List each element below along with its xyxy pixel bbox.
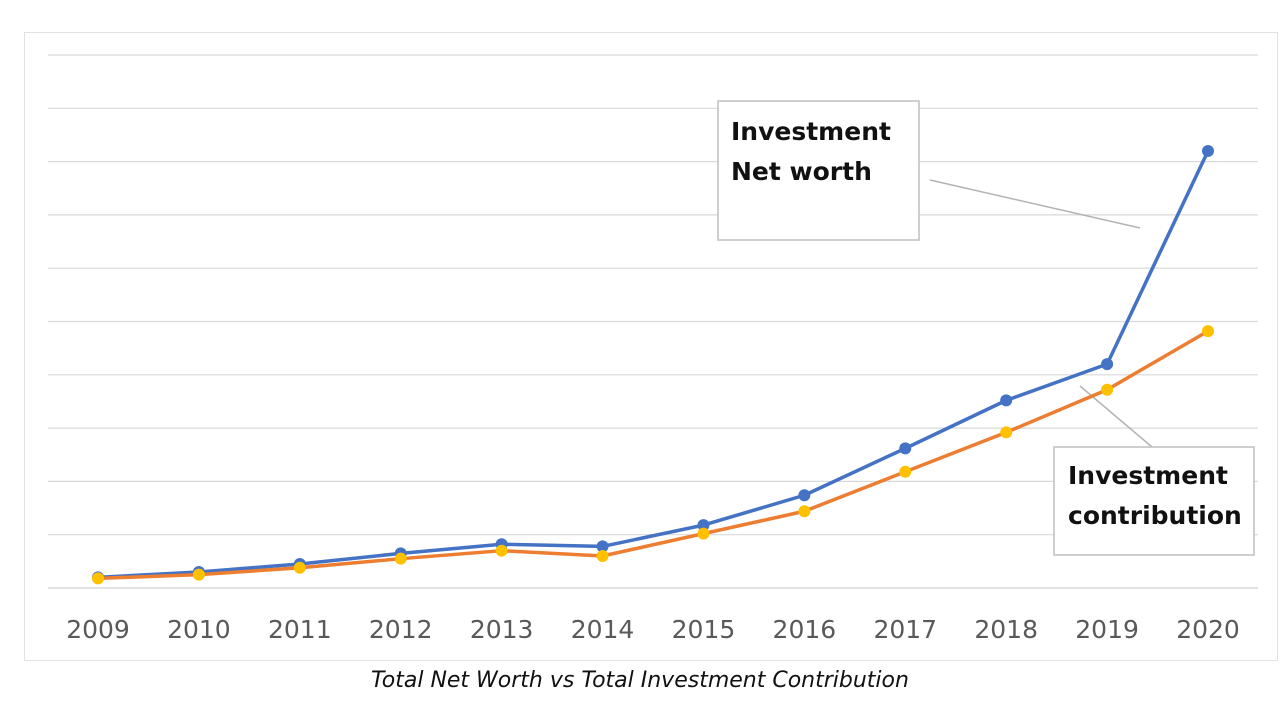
x-tick-label-2011: 2011: [268, 615, 332, 644]
series-line-contribution: [96, 329, 1210, 581]
callout-net-worth-line-1: Investment: [731, 117, 891, 146]
series-line-net-worth: [96, 149, 1210, 580]
data-point-contribution-2019: [1101, 383, 1114, 396]
data-point-net-worth-2016: [798, 489, 811, 502]
data-point-contribution-2014: [596, 550, 609, 563]
data-point-net-worth-2017: [899, 442, 912, 455]
x-tick-label-2020: 2020: [1176, 615, 1240, 644]
x-axis-tick-labels: 2009 2010 2011 2012 2013 2014 2015 2016 2017 2018…: [66, 615, 1240, 644]
x-tick-label-2013: 2013: [470, 615, 534, 644]
data-point-contribution-2010: [192, 568, 205, 581]
data-point-net-worth-2014: [596, 540, 609, 553]
series: [92, 144, 1214, 585]
data-point-net-worth-2020: [1202, 144, 1214, 157]
data-point-contribution-2011: [293, 561, 306, 574]
data-point-contribution-2015: [697, 527, 710, 540]
chart-frame: [24, 32, 1278, 661]
x-tick-label-2010: 2010: [167, 615, 231, 644]
data-point-contribution-2012: [394, 552, 407, 565]
chart-caption: Total Net Worth vs Total Investment Cont…: [371, 668, 909, 693]
data-point-net-worth-2018: [1000, 394, 1013, 407]
x-tick-label-2015: 2015: [672, 615, 736, 644]
callout-net-worth-box: [717, 100, 920, 241]
x-tick-label-2012: 2012: [369, 615, 433, 644]
data-point-net-worth-2015: [697, 519, 710, 532]
data-point-contribution-2016: [798, 505, 811, 518]
line-chart: Investment Net worth Investment contribu…: [48, 54, 1258, 644]
x-tick-label-2016: 2016: [773, 615, 837, 644]
callout-net-worth: Investment Net worth: [717, 100, 1141, 241]
data-point-contribution-2009: [92, 572, 104, 585]
callout-contribution-box: [1053, 446, 1255, 556]
callout-contribution: Investment contribution: [1053, 385, 1255, 556]
data-point-contribution-2018: [1000, 426, 1013, 439]
data-point-contribution-2017: [899, 465, 912, 478]
data-point-contribution-2013: [495, 544, 508, 557]
x-tick-label-2018: 2018: [974, 615, 1038, 644]
x-tick-label-2019: 2019: [1075, 615, 1139, 644]
callout-contribution-line-2: contribution: [1068, 501, 1242, 530]
callout-contribution-line-1: Investment: [1068, 461, 1228, 490]
x-tick-label-2009: 2009: [66, 615, 130, 644]
callout-net-worth-leader: [929, 179, 1141, 229]
gridlines: [48, 54, 1258, 589]
x-tick-label-2017: 2017: [873, 615, 937, 644]
data-point-net-worth-2019: [1101, 358, 1114, 371]
x-tick-label-2014: 2014: [571, 615, 635, 644]
callout-net-worth-line-2: Net worth: [731, 157, 872, 186]
data-point-contribution-2020: [1202, 325, 1214, 338]
callouts: Investment Net worth Investment contribu…: [717, 100, 1255, 556]
